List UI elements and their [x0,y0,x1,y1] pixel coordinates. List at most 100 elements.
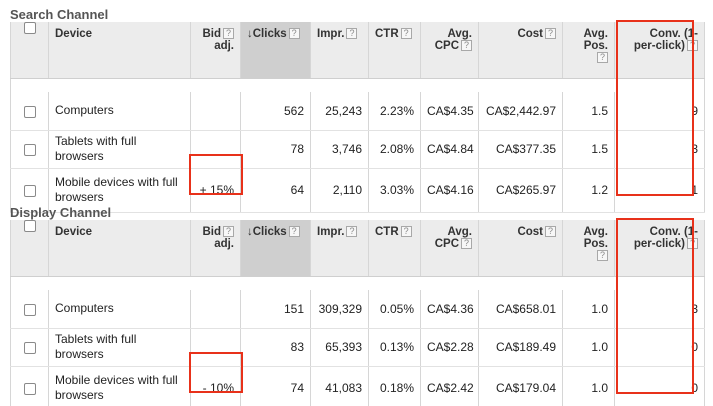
spacer-row [10,276,705,290]
bid-adj-cell[interactable]: + 15% [190,168,241,213]
help-icon[interactable]: ? [597,250,608,261]
cost-cell: CA$658.01 [478,290,563,329]
bid-adj-cell[interactable] [190,290,241,329]
bid-adj-cell[interactable] [190,92,241,131]
conv-cell: 3 [614,130,705,169]
device-cell: Mobile devices with full browsers [48,168,191,213]
bid-adj-header-label: Bid [202,226,221,238]
clicks-cell: 74 [240,366,311,406]
impr-cell: 309,329 [310,290,369,329]
table-row[interactable]: Tablets with full browsers 78 3,746 2.08… [10,130,705,169]
display-channel-table: Device Bid? adj. ↓Clicks? Impr.? CTR? Av… [10,220,705,406]
clicks-cell: 78 [240,130,311,169]
select-all-cell [10,22,49,79]
row-checkbox[interactable] [23,105,36,118]
cost-cell: CA$179.04 [478,366,563,406]
clicks-cell: 83 [240,328,311,367]
avg-pos-cell: 1.0 [562,328,615,367]
help-icon[interactable]: ? [223,226,234,237]
ctr-column-header[interactable]: CTR? [368,22,421,79]
impr-cell: 41,083 [310,366,369,406]
cost-cell: CA$377.35 [478,130,563,169]
select-all-checkbox[interactable] [23,22,36,34]
bid-adj-cell[interactable]: - 10% [190,366,241,406]
device-column-header[interactable]: Device [48,220,191,277]
row-checkbox[interactable] [23,303,36,316]
conversions-highlight-box [616,20,694,196]
clicks-cell: 562 [240,92,311,131]
bid-adj-header-label-2: adj. [214,238,234,250]
row-checkbox[interactable] [23,382,36,395]
ctr-cell: 0.05% [368,290,421,329]
help-icon[interactable]: ? [346,226,358,237]
table-row[interactable]: Mobile devices with full browsers + 15% … [10,168,705,213]
conv-column-header[interactable]: Conv. (1- per-click)? [614,220,705,277]
conv-column-header[interactable]: Conv. (1- per-click)? [614,22,705,79]
avg-pos-column-header[interactable]: Avg. Pos. ? [562,22,615,79]
cost-column-header[interactable]: Cost? [478,22,563,79]
ctr-cell: 0.18% [368,366,421,406]
avg-pos-cell: 1.0 [562,366,615,406]
avg-cpc-header-label: Avg. [447,226,473,238]
avg-cpc-cell: CA$4.36 [420,290,479,329]
row-checkbox[interactable] [23,341,36,354]
row-checkbox[interactable] [23,143,36,156]
help-icon[interactable]: ? [461,238,472,249]
avg-cpc-header-label: Avg. [447,28,473,40]
conv-cell: 0 [614,328,705,367]
cost-header-label: Cost [517,28,543,40]
help-icon[interactable]: ? [400,28,412,39]
help-icon[interactable]: ? [597,52,608,63]
clicks-header-label: Clicks [252,28,287,40]
table-row[interactable]: Mobile devices with full browsers - 10% … [10,366,705,406]
cost-cell: CA$265.97 [478,168,563,213]
avg-pos-cell: 1.2 [562,168,615,213]
clicks-column-header[interactable]: ↓Clicks? [240,220,311,277]
select-all-cell [10,220,49,277]
help-icon[interactable]: ? [288,226,300,237]
conv-cell: 9 [614,92,705,131]
help-icon[interactable]: ? [288,28,300,39]
device-cell: Computers [48,92,191,131]
help-icon[interactable]: ? [461,40,472,51]
help-icon[interactable]: ? [545,226,556,237]
conv-header-label-2: per-click) [633,40,685,52]
table-row[interactable]: Computers 151 309,329 0.05% CA$4.36 CA$6… [10,290,705,329]
avg-cpc-header-label-2: CPC [434,40,459,52]
device-cell: Tablets with full browsers [48,328,191,367]
bid-adj-header-label: Bid [202,28,221,40]
avg-cpc-column-header[interactable]: Avg. CPC? [420,220,479,277]
device-cell: Computers [48,290,191,329]
sort-descending-icon: ↓ [247,28,253,40]
device-header-label: Device [55,28,93,40]
ctr-cell: 0.13% [368,328,421,367]
cost-header-label: Cost [517,226,543,238]
search-channel-table: Device Bid? adj. ↓Clicks? Impr.? CTR? Av… [10,22,705,213]
table-row[interactable]: Computers 562 25,243 2.23% CA$4.35 CA$2,… [10,92,705,131]
device-column-header[interactable]: Device [48,22,191,79]
avg-cpc-column-header[interactable]: Avg. CPC? [420,22,479,79]
bid-adj-header-label-2: adj. [214,40,234,52]
cost-column-header[interactable]: Cost? [478,220,563,277]
table-row[interactable]: Tablets with full browsers 83 65,393 0.1… [10,328,705,367]
conv-cell: 1 [614,168,705,213]
ctr-column-header[interactable]: CTR? [368,220,421,277]
avg-cpc-cell: CA$4.84 [420,130,479,169]
impr-column-header[interactable]: Impr.? [310,220,369,277]
row-checkbox[interactable] [23,184,36,197]
clicks-column-header[interactable]: ↓Clicks? [240,22,311,79]
help-icon[interactable]: ? [346,28,358,39]
avg-cpc-cell: CA$2.42 [420,366,479,406]
help-icon[interactable]: ? [400,226,412,237]
select-all-checkbox[interactable] [23,220,36,232]
bid-adj-cell[interactable] [190,130,241,169]
conv-header-label: Conv. (1- [649,226,698,238]
bid-adj-column-header[interactable]: Bid? adj. [190,220,241,277]
bid-adj-column-header[interactable]: Bid? adj. [190,22,241,79]
impr-column-header[interactable]: Impr.? [310,22,369,79]
conv-cell: 0 [614,366,705,406]
help-icon[interactable]: ? [545,28,556,39]
device-cell: Mobile devices with full browsers [48,366,191,406]
help-icon[interactable]: ? [223,28,234,39]
avg-pos-column-header[interactable]: Avg. Pos. ? [562,220,615,277]
